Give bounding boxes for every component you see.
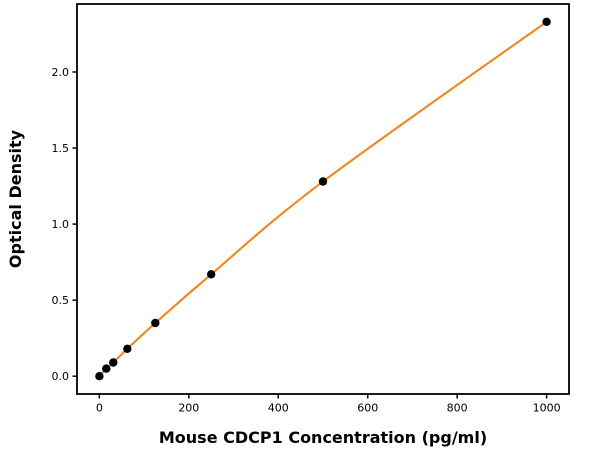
data-point-marker bbox=[123, 344, 132, 353]
y-tick-label: 1.0 bbox=[52, 218, 70, 231]
x-tick-label: 800 bbox=[447, 402, 468, 415]
x-tick-label: 200 bbox=[178, 402, 199, 415]
plot-area: 0 200 400 600 800 1000 0.0 0.5 1.0 1.5 2.0 bbox=[52, 3, 570, 415]
data-point-marker bbox=[318, 177, 328, 186]
x-axis-label: Mouse CDCP1 Concentration (pg/ml) bbox=[159, 428, 487, 447]
y-tick-label: 0.5 bbox=[52, 294, 70, 307]
x-tick-label: 600 bbox=[357, 402, 378, 415]
y-tick-label: 1.5 bbox=[52, 142, 70, 155]
fit-curve-line bbox=[98, 20, 548, 378]
data-point-marker bbox=[109, 358, 118, 367]
data-point-marker bbox=[102, 364, 111, 373]
x-tick-label: 400 bbox=[268, 402, 289, 415]
data-point-marker bbox=[542, 17, 551, 26]
data-point-marker bbox=[207, 270, 216, 279]
y-tick-label: 2.0 bbox=[52, 66, 70, 79]
plot-frame bbox=[76, 3, 570, 395]
y-axis-label: Optical Density bbox=[6, 129, 25, 268]
x-tick-label: 0 bbox=[96, 402, 103, 415]
data-point-marker bbox=[151, 318, 160, 328]
y-tick-label: 0.0 bbox=[52, 370, 70, 383]
x-tick-label: 1000 bbox=[533, 402, 561, 415]
data-point-marker bbox=[95, 372, 104, 381]
